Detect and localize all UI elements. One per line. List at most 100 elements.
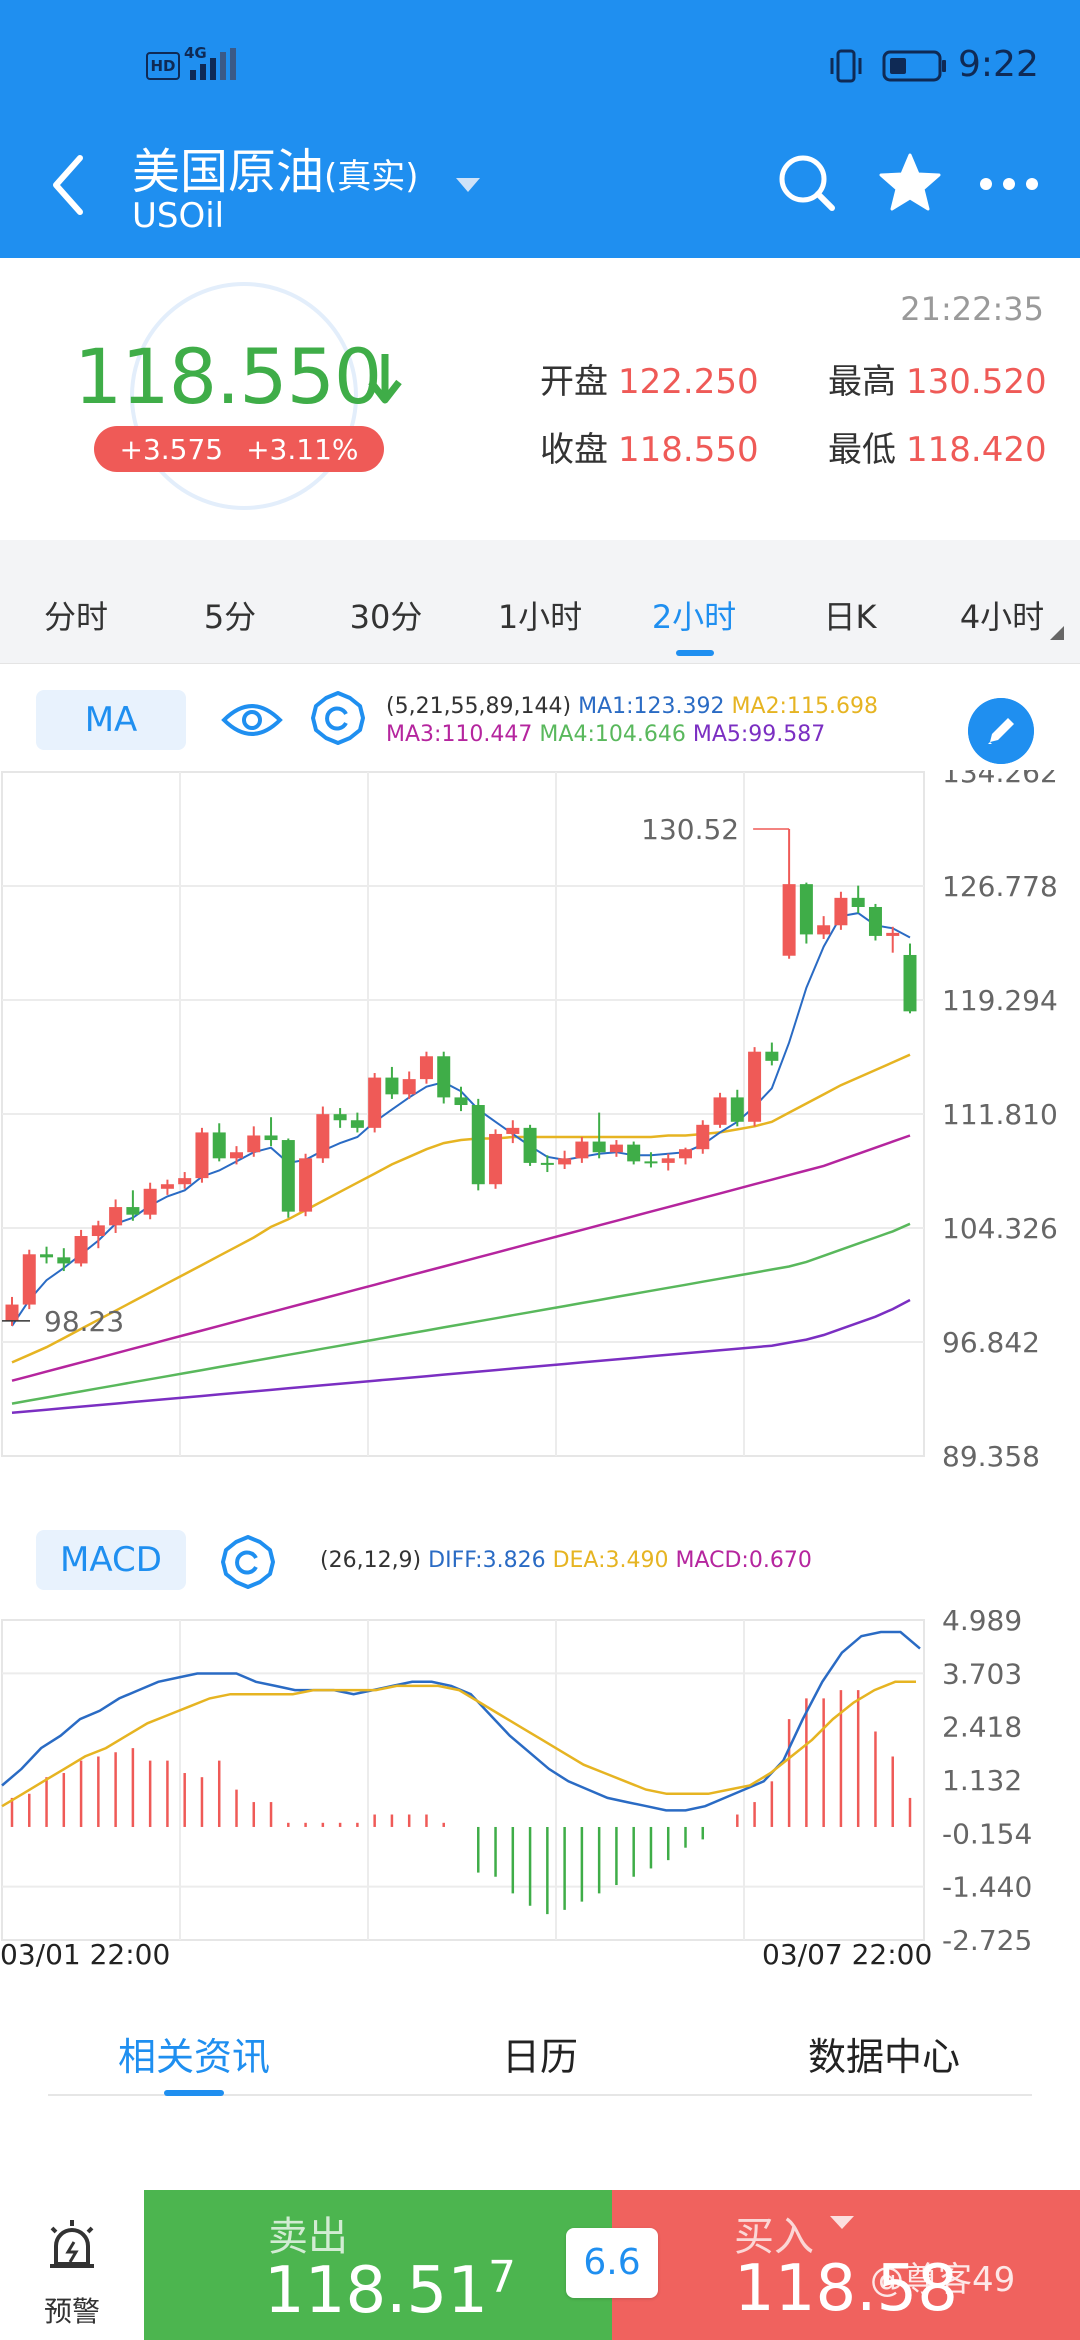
macd-value: MACD:0.670 [675, 1548, 812, 1573]
hd-badge: HD [146, 52, 180, 80]
network-type: 4G [184, 44, 207, 62]
low-value: 118.420 [906, 430, 1047, 470]
candle-body [281, 1140, 295, 1212]
tab-period-5[interactable]: 2小时 [651, 598, 737, 636]
tab-period-7[interactable]: 4小时 [959, 598, 1045, 636]
open-value: 122.250 [618, 362, 759, 402]
candle-body [454, 1097, 468, 1106]
ma3-value: MA3:110.447 [386, 722, 533, 747]
ma-indicator-button[interactable]: MA [36, 690, 186, 750]
candle-body [91, 1225, 105, 1237]
watermark: @尊客49 [870, 2260, 1016, 2300]
change-badge: +3.575 +3.11% [94, 426, 384, 472]
ma-values-row1: (5,21,55,89,144) MA1:123.392 MA2:115.698 [386, 694, 878, 719]
app-header: HD 4G 9:22 美国原油(真实) USOil [0, 0, 1080, 258]
high-value: 130.520 [906, 362, 1047, 402]
candle-body [230, 1152, 243, 1159]
candle-body [834, 897, 848, 926]
candle-body [368, 1077, 382, 1128]
arrow-down-icon [368, 354, 402, 404]
y-tick-label: 3.703 [942, 1657, 1022, 1690]
sell-button[interactable]: 卖出 118.517 [144, 2190, 612, 2340]
candle-body [419, 1056, 433, 1080]
candle-body [523, 1127, 537, 1163]
buy-price: 118.58 [734, 2252, 958, 2326]
candle-body [160, 1184, 174, 1189]
tab-period-2[interactable]: 5分 [203, 598, 257, 636]
tabs-divider [48, 2094, 1032, 2096]
back-arrow-icon[interactable] [48, 150, 88, 220]
pencil-icon[interactable] [968, 698, 1034, 764]
low-annotation: 98.23 [44, 1305, 124, 1338]
tab-period-1[interactable]: 分时 [43, 598, 109, 636]
gear-icon[interactable] [310, 690, 366, 746]
tab-period-6[interactable]: 日K [823, 598, 877, 636]
macd-chart[interactable]: 4.989 3.703 2.418 1.132 -0.154 -1.440 -2.725 [0, 1610, 1080, 1950]
macd-params: (26,12,9) [320, 1548, 422, 1573]
last-price: 118.550 [74, 332, 382, 421]
y-tick-label: 96.842 [942, 1326, 1040, 1359]
candle-body [316, 1114, 330, 1159]
candle-body [212, 1132, 226, 1159]
status-bar: HD 4G 9:22 [0, 0, 1080, 130]
alert-button[interactable]: 预警 [0, 2190, 144, 2340]
alert-label: 预警 [43, 2295, 100, 2328]
candle-body [782, 884, 796, 956]
y-tick-label: 134.262 [942, 770, 1058, 789]
candle-body [886, 932, 900, 936]
candle-body [471, 1105, 485, 1185]
tab-news[interactable]: 相关资讯 [117, 2035, 271, 2079]
more-icon[interactable] [978, 176, 1040, 192]
tab-calendar[interactable]: 日历 [501, 2035, 579, 2079]
candle-body [506, 1127, 520, 1134]
spread-badge: 6.6 [566, 2228, 658, 2298]
high-row: 最高 130.520 [828, 362, 1047, 402]
candle-body [5, 1304, 19, 1322]
account-type-tag: (真实) [324, 157, 419, 197]
open-row: 开盘 122.250 [540, 362, 759, 402]
diff-value: DIFF:3.826 [428, 1548, 546, 1573]
candle-body [402, 1079, 416, 1095]
buy-button[interactable]: 买入 118.58 [612, 2190, 1080, 2340]
y-tick-label: 104.326 [942, 1212, 1058, 1245]
more-periods-icon[interactable] [1050, 626, 1064, 640]
tab-period-4[interactable]: 1小时 [497, 598, 583, 636]
candle-body [74, 1236, 88, 1264]
candle-body [178, 1178, 192, 1185]
macd-gear-icon[interactable] [220, 1534, 276, 1590]
close-value: 118.550 [618, 430, 759, 470]
candlestick-chart[interactable]: 134.262 126.778 119.294 111.810 104.326 96.84… [0, 770, 1080, 1470]
y-tick-label: 126.778 [942, 870, 1058, 903]
instrument-title[interactable]: 美国原油(真实) [132, 132, 419, 202]
y-tick-label: -2.725 [942, 1924, 1032, 1950]
ma-values-row2: MA3:110.447 MA4:104.646 MA5:99.587 [386, 722, 825, 747]
active-news-tab-indicator [164, 2090, 224, 2096]
candle-body [748, 1051, 762, 1122]
low-row: 最低 118.420 [828, 430, 1047, 470]
trade-bar: 预警 卖出 118.517 买入 118.58 [0, 2190, 1080, 2340]
status-time: 9:22 [958, 44, 1039, 85]
macd-indicator-button[interactable]: MACD [36, 1530, 186, 1590]
tab-period-3[interactable]: 30分 [349, 598, 423, 636]
y-tick-label: -0.154 [942, 1817, 1032, 1850]
candle-body [22, 1254, 36, 1305]
buy-dropdown-icon[interactable] [830, 2216, 854, 2229]
candle-body [851, 897, 865, 907]
tab-data-center[interactable]: 数据中心 [807, 2035, 961, 2079]
ma4-line [11, 1222, 911, 1405]
vibrate-icon [830, 49, 862, 83]
search-icon[interactable] [776, 152, 838, 214]
x-label-start: 03/01 22:00 [0, 1938, 171, 1971]
high-annotation: 130.52 [641, 813, 739, 846]
chevron-down-icon[interactable] [454, 176, 482, 194]
star-icon[interactable] [878, 152, 942, 212]
ma5-line [11, 1298, 911, 1414]
eye-icon[interactable] [220, 700, 284, 740]
active-tab-indicator [676, 650, 714, 656]
candle-body [868, 906, 882, 936]
quote-time: 21:22:35 [900, 290, 1044, 328]
alarm-icon [50, 2220, 94, 2268]
ma5-value: MA5:99.587 [692, 722, 826, 747]
candle-body [713, 1097, 727, 1125]
candle-body [730, 1097, 744, 1122]
